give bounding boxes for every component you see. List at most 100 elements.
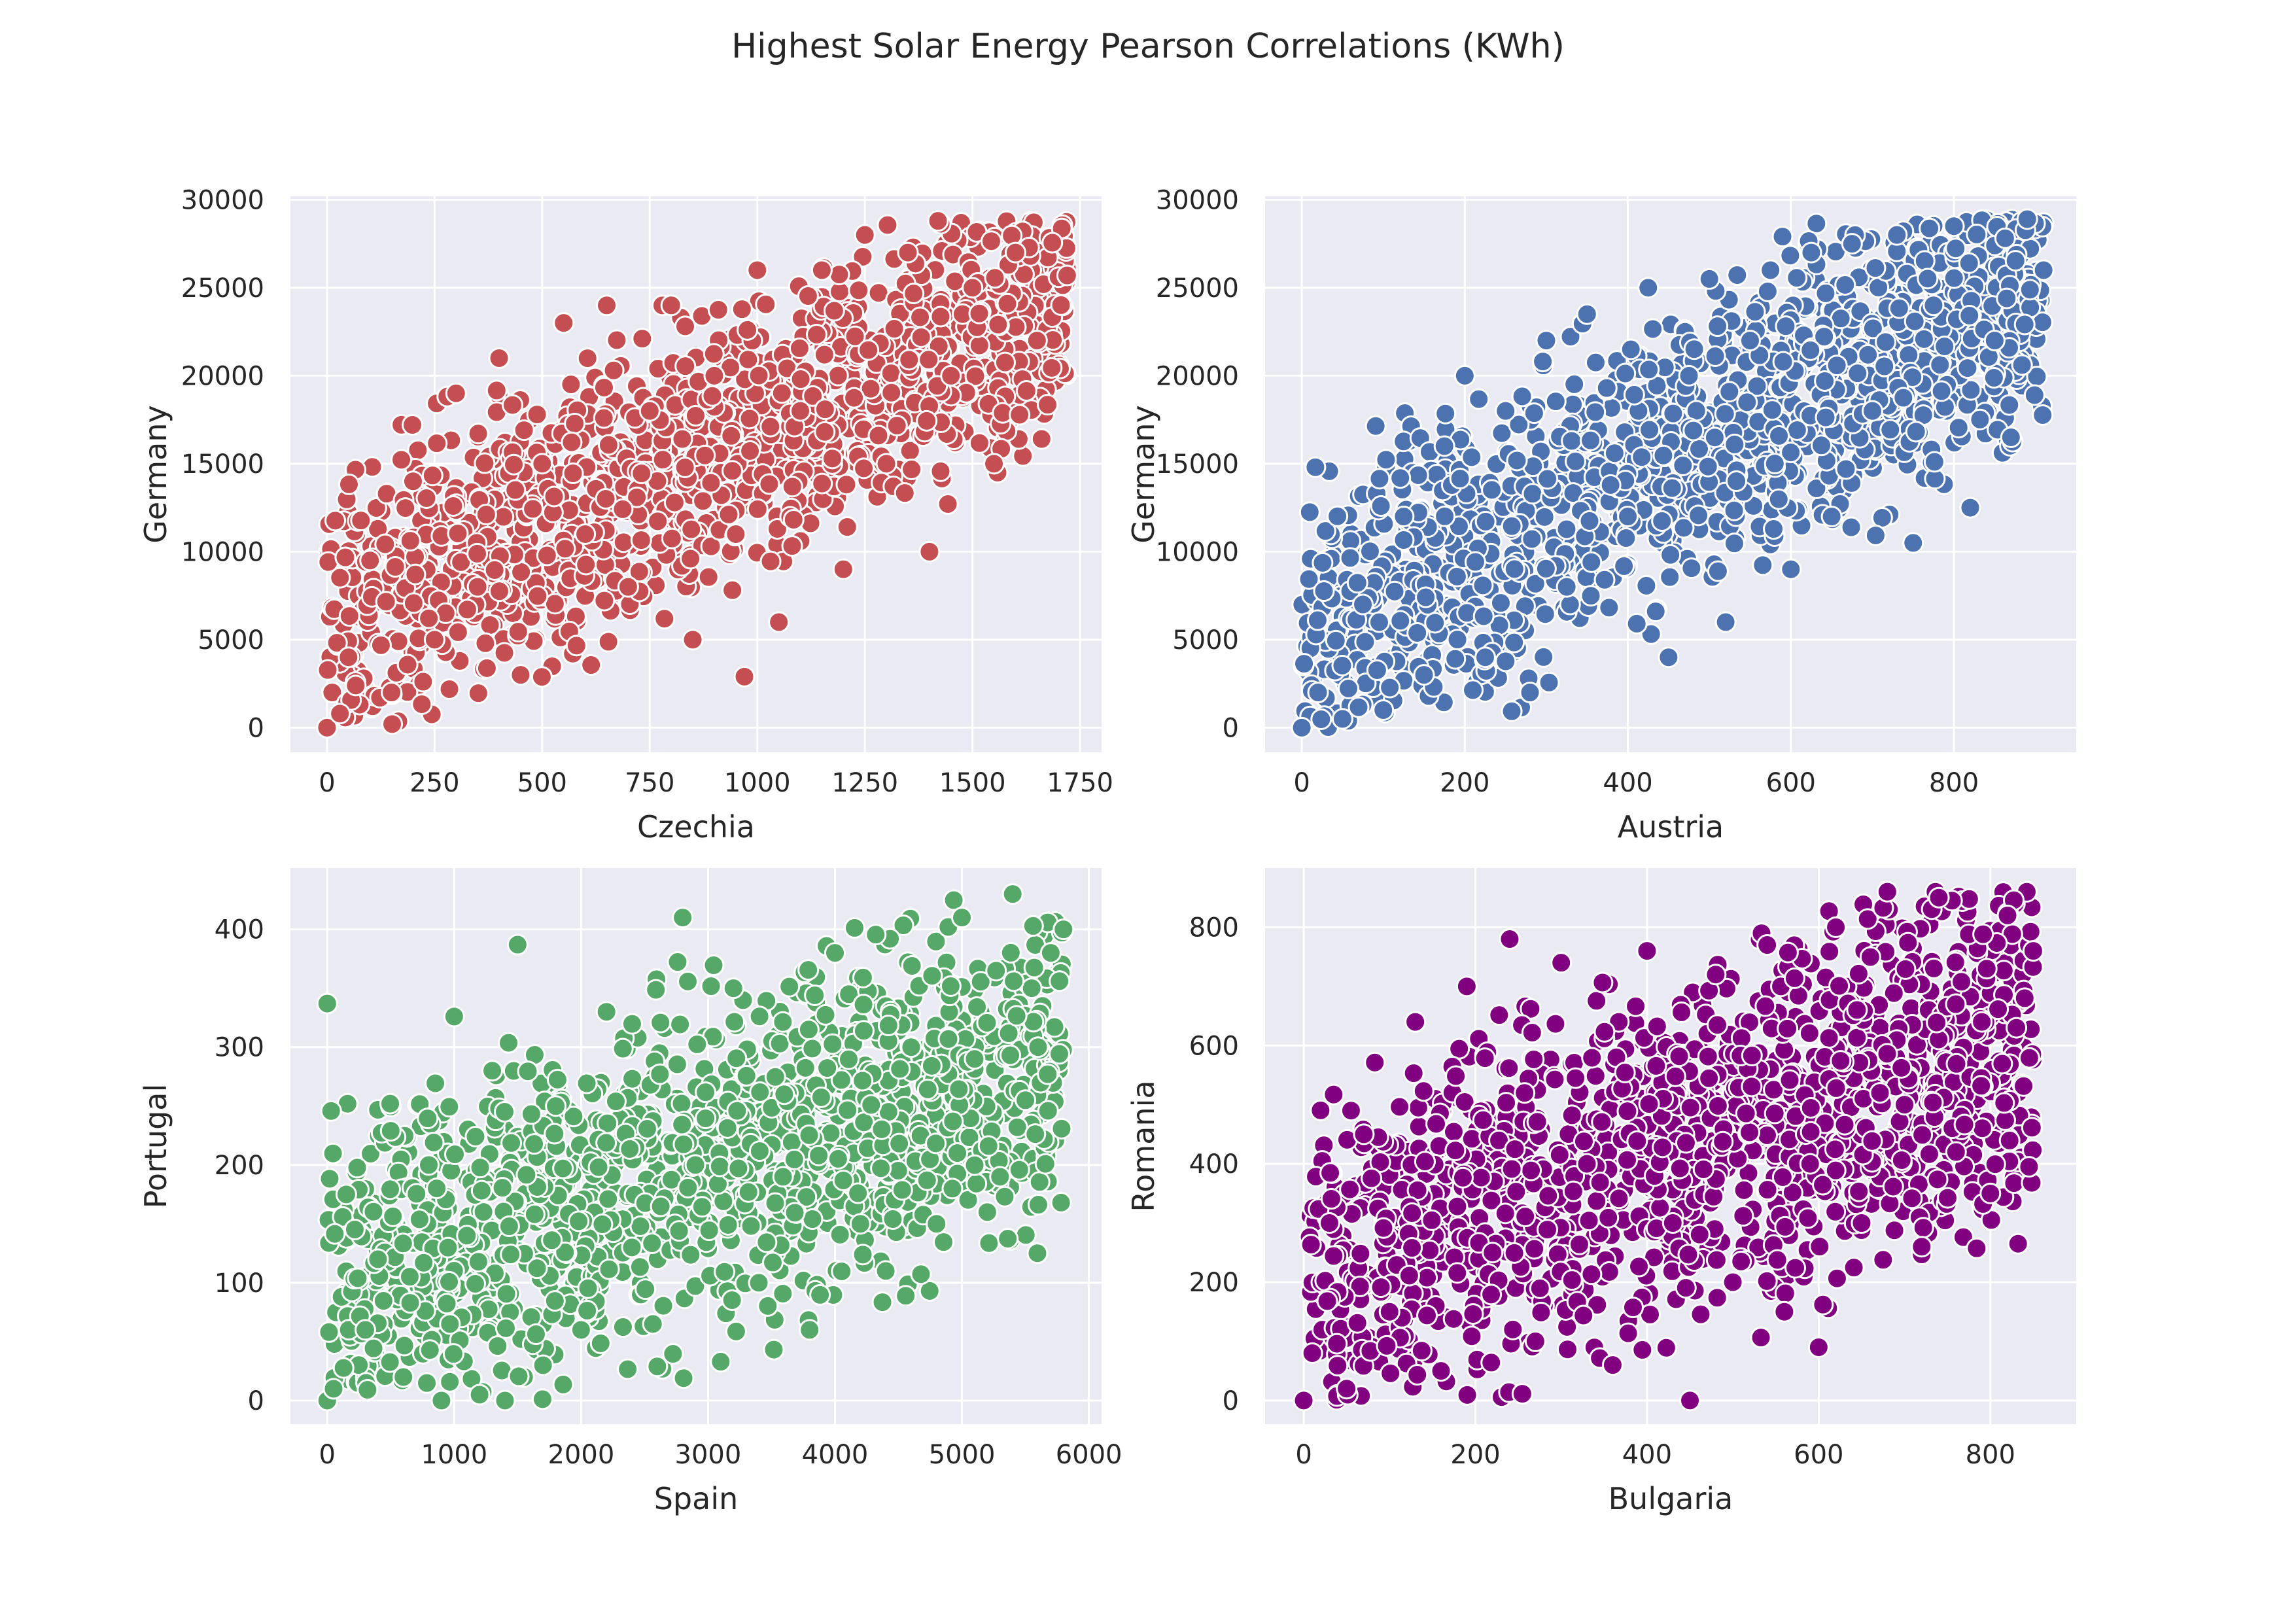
- data-point: [722, 977, 744, 1000]
- data-point: [837, 1099, 859, 1121]
- data-point: [554, 538, 576, 560]
- data-point: [782, 508, 805, 531]
- data-point: [968, 334, 990, 357]
- data-point: [597, 434, 619, 456]
- data-point: [523, 1133, 546, 1155]
- data-point: [1658, 646, 1680, 669]
- data-point: [1811, 434, 1833, 457]
- x-axis-label: Spain: [654, 1481, 739, 1516]
- x-tick-label: 600: [1766, 768, 1816, 798]
- data-point: [737, 1181, 759, 1203]
- data-point: [1379, 676, 1401, 699]
- data-point: [1580, 429, 1602, 451]
- data-point: [697, 566, 720, 588]
- data-point: [488, 580, 510, 602]
- data-point: [1026, 330, 1048, 352]
- data-point: [1325, 629, 1347, 652]
- data-point: [852, 246, 874, 268]
- data-point: [1366, 659, 1388, 681]
- data-point: [631, 328, 653, 350]
- data-point: [1815, 406, 1837, 428]
- data-point: [852, 994, 875, 1016]
- data-point: [1813, 326, 1835, 348]
- data-point: [645, 979, 667, 1001]
- x-tick-label: 6000: [1056, 1440, 1122, 1470]
- data-point: [671, 1113, 693, 1136]
- data-point: [761, 1251, 784, 1274]
- data-point: [1393, 529, 1415, 551]
- data-point: [531, 453, 553, 475]
- data-point: [1495, 400, 1517, 422]
- data-point: [1534, 603, 1556, 625]
- data-point: [822, 1033, 844, 1055]
- data-point: [653, 608, 676, 630]
- data-point: [408, 1208, 430, 1230]
- data-point: [674, 355, 697, 377]
- data-point: [423, 1131, 445, 1153]
- data-point: [564, 412, 586, 434]
- data-point: [1919, 217, 1941, 239]
- data-point: [821, 447, 843, 470]
- data-point: [965, 1172, 988, 1195]
- data-point: [797, 1019, 820, 1041]
- data-point: [1370, 495, 1392, 517]
- data-point: [1030, 428, 1052, 450]
- data-point: [357, 1378, 379, 1401]
- data-point: [684, 405, 706, 427]
- data-point: [1474, 510, 1497, 532]
- data-point: [604, 1091, 627, 1113]
- data-point: [379, 1120, 402, 1142]
- data-point: [1506, 449, 1528, 472]
- data-point: [951, 907, 973, 929]
- data-point: [1056, 264, 1078, 287]
- data-point: [910, 326, 932, 348]
- data-point: [1293, 653, 1315, 675]
- data-point: [930, 305, 952, 328]
- data-point: [1022, 915, 1044, 937]
- data-point: [1537, 468, 1559, 490]
- data-point: [722, 460, 744, 482]
- data-point: [495, 1317, 517, 1339]
- data-point: [500, 1132, 523, 1154]
- data-point: [1037, 394, 1059, 416]
- data-point: [1041, 357, 1063, 379]
- data-point: [375, 591, 397, 613]
- data-point: [1584, 401, 1607, 423]
- data-point: [918, 1280, 941, 1302]
- data-point: [801, 1038, 824, 1060]
- data-point: [1020, 977, 1043, 1000]
- data-point: [1659, 566, 1681, 588]
- data-point: [668, 1220, 690, 1242]
- data-point: [322, 1378, 345, 1400]
- data-point: [402, 592, 425, 614]
- data-point: [464, 1272, 486, 1295]
- data-point: [1523, 402, 1545, 425]
- data-point: [1424, 612, 1446, 634]
- scatter-series: [1293, 881, 2044, 1412]
- data-point: [1873, 355, 1896, 377]
- data-point: [1023, 956, 1045, 979]
- data-point: [1595, 377, 1618, 399]
- data-point: [871, 1291, 894, 1314]
- data-point: [413, 1251, 435, 1274]
- data-point: [382, 1205, 404, 1227]
- data-point: [621, 1013, 643, 1035]
- x-tick-label: 500: [517, 768, 567, 798]
- data-point: [1723, 532, 1745, 555]
- x-axis-label: Austria: [1618, 809, 1724, 845]
- data-point: [2032, 404, 2054, 426]
- data-point: [948, 1078, 970, 1100]
- data-point: [1772, 351, 1794, 373]
- data-point: [1864, 257, 1887, 279]
- y-axis-label: Germany: [138, 405, 173, 543]
- data-point: [442, 495, 464, 517]
- data-point: [1556, 518, 1578, 540]
- data-point: [852, 966, 874, 988]
- data-point: [445, 382, 467, 404]
- data-point: [918, 540, 941, 563]
- data-point: [1726, 264, 1748, 286]
- data-point: [680, 518, 703, 540]
- data-point: [593, 407, 615, 429]
- data-point: [1407, 464, 1429, 486]
- data-point: [374, 533, 396, 555]
